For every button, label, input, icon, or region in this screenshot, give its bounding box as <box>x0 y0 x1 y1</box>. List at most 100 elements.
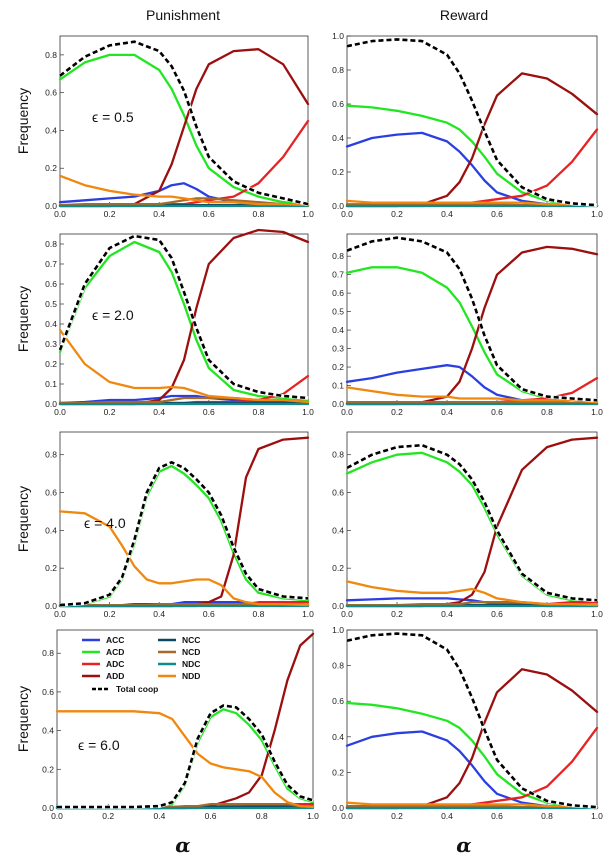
x-tick-label: 0.2 <box>104 407 116 417</box>
x-tick-label: 0.8 <box>252 407 264 417</box>
series-line-acc <box>345 131 599 208</box>
legend: ACC NCC ACD NCD ADC NDC ADD NDD Total coop <box>82 635 200 694</box>
chart-panel-punishment-eps-2.0: 0.0 0.1 0.2 0.3 0.4 0.5 0.6 0.7 0.8 0.0 0.2 0.4 0.6 0… <box>15 228 314 417</box>
y-tick-label: 0.2 <box>332 167 344 177</box>
series-line-ncd <box>345 401 599 405</box>
legend-label-add: ADD <box>106 671 124 681</box>
y-tick-label: 0.7 <box>45 259 57 269</box>
series-line-total-coop <box>57 704 314 809</box>
series-line-total-coop <box>59 40 309 206</box>
y-tick-label: 0.0 <box>332 803 344 813</box>
legend-label-adc: ADC <box>106 659 124 669</box>
y-tick-label: 0.3 <box>45 339 57 349</box>
series-line-ndd <box>345 199 599 207</box>
y-tick-label: 0.8 <box>332 65 344 75</box>
legend-label-ndd: NDD <box>182 671 200 681</box>
x-tick-label: 0.8 <box>541 609 553 619</box>
x-tick-label: 0.2 <box>391 609 403 619</box>
y-tick-label: 0.4 <box>332 525 344 535</box>
series-line-total-coop <box>346 443 598 602</box>
y-tick-label: 0.0 <box>45 601 57 611</box>
panel-grid: 0.0 0.2 0.4 0.6 0.8 0.0 0.2 0.4 0.6 0.8 1.0 Frequen… <box>15 31 603 821</box>
y-tick-label: 0.8 <box>45 239 57 249</box>
y-tick-label: 0.0 <box>42 803 54 813</box>
y-tick-label: 0.8 <box>45 50 57 60</box>
y-tick-label: 0.4 <box>45 525 57 535</box>
series-line-total-coop-halo <box>346 631 598 809</box>
y-tick-label: 0.2 <box>332 362 344 372</box>
x-tick-label: 0.2 <box>391 209 403 219</box>
x-axis-label-reward: α <box>456 833 471 857</box>
y-tick-label: 0.4 <box>42 726 54 736</box>
x-tick-label: 0.0 <box>54 209 66 219</box>
y-tick-label: 0.5 <box>45 299 57 309</box>
y-tick-label: 0.8 <box>45 450 57 460</box>
y-tick-label: 0.6 <box>332 99 344 109</box>
y-axis-label: Frequency <box>15 88 31 154</box>
x-tick-label: 1.0 <box>302 209 314 219</box>
x-tick-label: 1.0 <box>302 407 314 417</box>
series-line-ndd <box>345 386 599 404</box>
series-line-ndd <box>55 710 315 809</box>
series-line-total-coop-halo <box>346 37 598 207</box>
y-tick-label: 0.2 <box>45 563 57 573</box>
legend-label-ndc: NDC <box>182 659 200 669</box>
x-tick-label: 0.4 <box>441 609 453 619</box>
y-tick-label: 0.4 <box>45 125 57 135</box>
y-tick-label: 1.0 <box>332 31 344 41</box>
y-tick-label: 0.0 <box>332 601 344 611</box>
series-line-total-coop <box>59 461 309 607</box>
plot-frame <box>346 629 598 809</box>
legend-label-ncc: NCC <box>182 635 200 645</box>
series-line-ncd <box>58 197 310 207</box>
x-tick-label: 0.6 <box>491 811 503 821</box>
y-tick-label: 0.5 <box>332 307 344 317</box>
x-tick-label: 1.0 <box>307 811 319 821</box>
series-line-ndd <box>345 801 599 809</box>
series-line-add <box>345 72 599 208</box>
x-tick-label: 0.0 <box>341 811 353 821</box>
y-axis-label: Frequency <box>15 486 31 552</box>
x-tick-label: 0.0 <box>51 811 63 821</box>
series-line-total-coop <box>346 236 598 402</box>
x-tick-label: 0.0 <box>341 407 353 417</box>
x-tick-label: 1.0 <box>302 609 314 619</box>
series-line-acc <box>345 730 599 810</box>
x-tick-label: 0.2 <box>102 811 114 821</box>
x-tick-label: 0.8 <box>252 609 264 619</box>
x-tick-label: 0.0 <box>341 609 353 619</box>
column-title-reward: Reward <box>440 7 488 23</box>
epsilon-annotation: ϵ = 4.0 <box>84 515 126 531</box>
x-tick-label: 0.8 <box>541 407 553 417</box>
epsilon-annotation: ϵ = 2.0 <box>92 307 134 323</box>
series-line-total-coop-halo <box>59 460 309 607</box>
y-tick-label: 0.8 <box>332 251 344 261</box>
x-tick-label: 0.4 <box>153 811 165 821</box>
series-line-ndd <box>58 328 310 404</box>
x-tick-label: 0.6 <box>203 407 215 417</box>
y-tick-label: 0.1 <box>45 379 57 389</box>
series-line-acd <box>58 53 310 206</box>
y-tick-label: 0.0 <box>332 201 344 211</box>
series-line-add <box>345 436 599 608</box>
series-line-total-coop <box>346 632 598 809</box>
y-tick-label: 0.6 <box>42 687 54 697</box>
y-tick-label: 0.6 <box>45 279 57 289</box>
series-line-acd <box>58 240 310 402</box>
chart-panel-punishment-eps-0.5: 0.0 0.2 0.4 0.6 0.8 0.0 0.2 0.4 0.6 0.8 1.0 Frequen… <box>15 35 314 219</box>
x-tick-label: 0.6 <box>205 811 217 821</box>
legend-label-ncd: NCD <box>182 647 200 657</box>
y-tick-label: 0.2 <box>332 563 344 573</box>
x-tick-label: 1.0 <box>591 407 603 417</box>
y-tick-label: 0.4 <box>332 133 344 143</box>
x-tick-label: 0.8 <box>541 811 553 821</box>
x-tick-label: 0.2 <box>104 209 116 219</box>
x-tick-label: 0.6 <box>203 209 215 219</box>
y-tick-label: 0.8 <box>332 450 344 460</box>
y-tick-label: 0.4 <box>45 319 57 329</box>
y-tick-label: 0.8 <box>332 661 344 671</box>
x-tick-label: 1.0 <box>591 209 603 219</box>
y-tick-label: 0.6 <box>332 488 344 498</box>
legend-label-total-coop: Total coop <box>116 684 158 694</box>
y-tick-label: 0.0 <box>332 399 344 409</box>
